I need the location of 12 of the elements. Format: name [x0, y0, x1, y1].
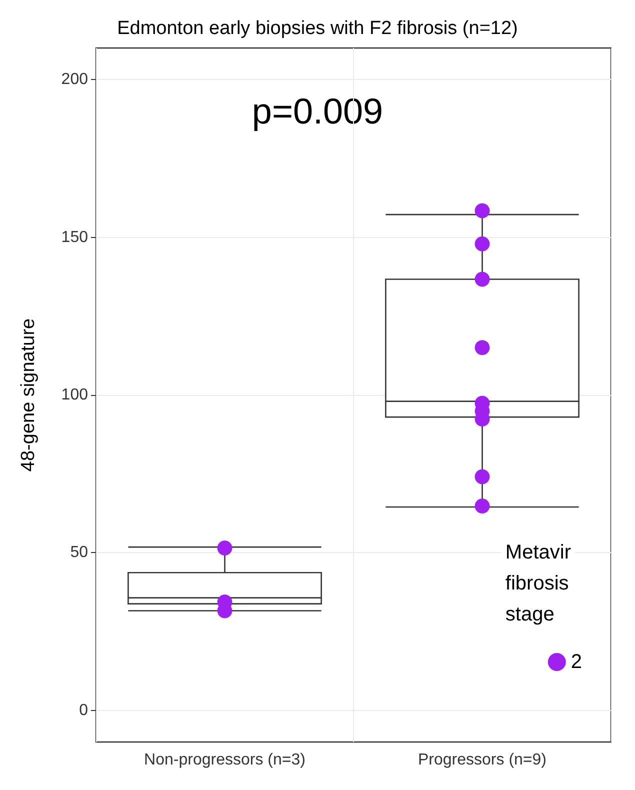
- chart-title: Edmonton early biopsies with F2 fibrosis (n=12): [117, 18, 518, 39]
- y-tick-label: 50: [70, 544, 88, 562]
- y-tick-label: 200: [61, 71, 88, 88]
- y-tick-label: 0: [79, 702, 88, 719]
- y-tick-label: 100: [61, 386, 88, 404]
- x-tick-label: Non-progressors (n=3): [144, 752, 306, 768]
- x-tick-label: Progressors (n=9): [418, 752, 546, 768]
- legend-title: Metavir fibrosis stage: [505, 542, 572, 626]
- annotation: p=0.009: [252, 90, 384, 132]
- legend-label: 2: [570, 651, 582, 673]
- y-axis-title: 48-gene signature: [18, 318, 39, 472]
- y-tick-label: 150: [61, 228, 88, 246]
